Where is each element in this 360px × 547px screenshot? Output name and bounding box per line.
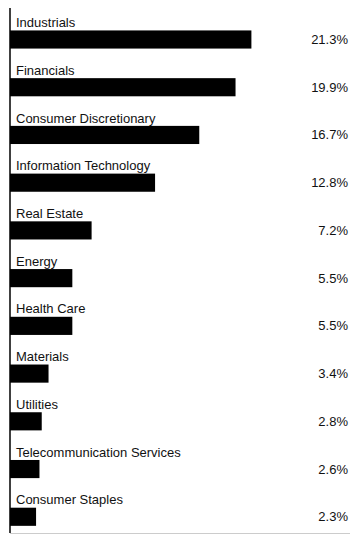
value-label: 2.3% <box>318 509 348 524</box>
bar <box>10 221 92 239</box>
bar <box>10 365 49 383</box>
value-label: 5.5% <box>318 271 348 286</box>
bar <box>10 30 251 48</box>
bar <box>10 317 72 335</box>
value-label: 21.3% <box>311 32 348 47</box>
value-label: 2.6% <box>318 462 348 477</box>
labels: Industrials 21.3% Financials 19.9% Consumer … <box>16 15 348 524</box>
bar <box>10 412 42 430</box>
value-label: 16.7% <box>311 127 348 142</box>
category-label: Consumer Discretionary <box>16 111 156 126</box>
category-label: Information Technology <box>16 158 151 173</box>
value-label: 7.2% <box>318 223 348 238</box>
category-label: Energy <box>16 254 58 269</box>
value-label: 5.5% <box>318 318 348 333</box>
category-label: Real Estate <box>16 206 83 221</box>
chart-container: Industrials 21.3% Financials 19.9% Consumer … <box>0 0 360 547</box>
zero-line <box>9 8 11 533</box>
category-label: Materials <box>16 349 69 364</box>
value-label: 19.9% <box>311 80 348 95</box>
category-label: Financials <box>16 63 75 78</box>
category-label: Industrials <box>16 15 76 30</box>
category-label: Telecommunication Services <box>16 445 181 460</box>
bars <box>10 30 251 525</box>
bar <box>10 508 36 526</box>
bar <box>10 269 72 287</box>
category-label: Consumer Staples <box>16 492 123 507</box>
value-label: 12.8% <box>311 175 348 190</box>
category-label: Utilities <box>16 397 58 412</box>
chart: Industrials 21.3% Financials 19.9% Consumer … <box>0 0 360 547</box>
value-label: 3.4% <box>318 366 348 381</box>
bar <box>10 78 236 96</box>
value-label: 2.8% <box>318 414 348 429</box>
bar <box>10 174 155 192</box>
bar <box>10 126 199 144</box>
x-axis-line <box>10 533 350 534</box>
category-label: Health Care <box>16 301 85 316</box>
bar <box>10 460 39 478</box>
